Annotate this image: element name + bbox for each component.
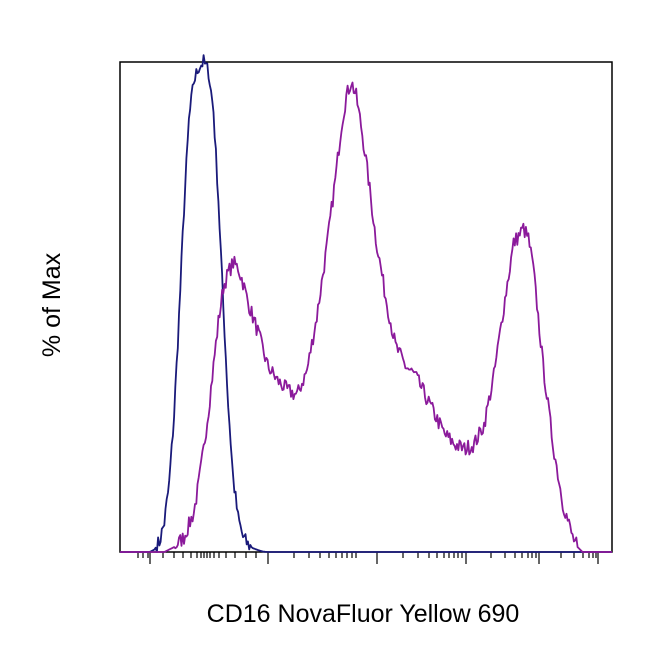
series-layer (120, 54, 612, 553)
x-axis-label: CD16 NovaFluor Yellow 690 (207, 600, 520, 628)
y-axis-label: % of Max (38, 252, 66, 357)
series-line-1 (120, 81, 612, 553)
series-line-0 (120, 54, 612, 553)
plot-frame (119, 61, 613, 553)
x-axis-ticks (137, 552, 599, 564)
